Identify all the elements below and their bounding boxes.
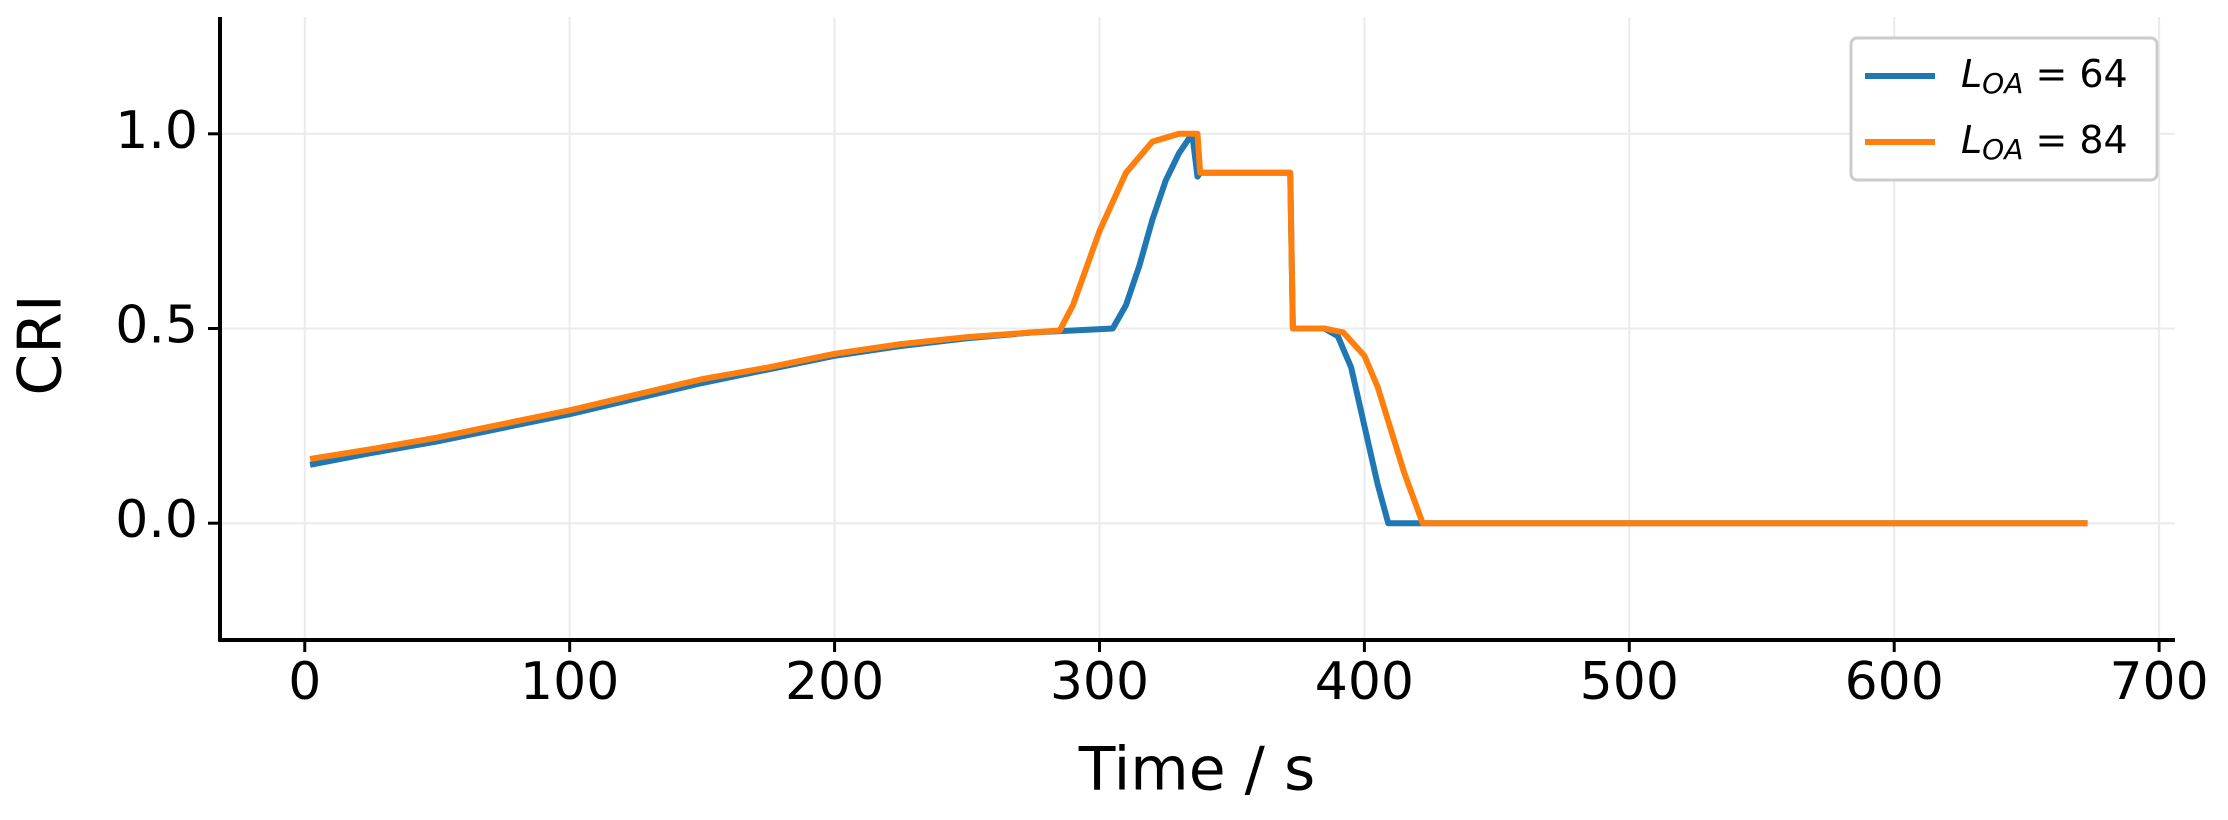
y-tick-label: 0.0 [115, 490, 198, 550]
x-tick-label: 400 [1315, 652, 1414, 712]
series-line [309, 130, 2088, 527]
x-tick-label: 0 [288, 652, 321, 712]
x-axis-label: Time / s [1078, 735, 1315, 805]
y-axis-label: CRI [6, 294, 76, 395]
x-tick-label: 100 [520, 652, 619, 712]
x-tick-label: 700 [2109, 652, 2208, 712]
x-tick-label: 500 [1580, 652, 1679, 712]
y-tick-label: 0.5 [115, 296, 198, 356]
series-line [309, 130, 2088, 527]
legend-label: LOA = 84 [1961, 118, 2128, 167]
x-tick-label: 600 [1845, 652, 1944, 712]
y-tick-label: 1.0 [115, 101, 198, 161]
x-tick-label: 300 [1050, 652, 1149, 712]
x-tick-label: 200 [785, 652, 884, 712]
legend-label: LOA = 64 [1961, 52, 2128, 101]
